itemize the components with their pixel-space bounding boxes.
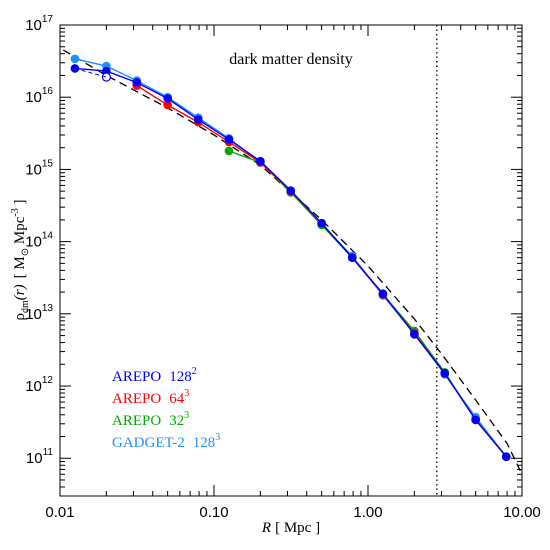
data-point (224, 135, 234, 144)
axis-ticks (59, 25, 522, 497)
data-point (471, 415, 480, 425)
data-point (224, 146, 234, 156)
data-point (286, 186, 296, 195)
y-tick-label: 1016 (25, 86, 53, 106)
data-point (347, 253, 357, 262)
y-tick-labels: 1011 1012 1013 1014 1015 1016 1017 (25, 14, 53, 467)
data-point (70, 54, 80, 64)
data-point (163, 100, 172, 110)
x-tick-label: 1.00 (353, 504, 382, 521)
x-axis-label: R[ Mpc ] (261, 520, 320, 536)
y-tick-label: 1012 (25, 375, 53, 395)
reference-curve-dashed (62, 49, 523, 475)
data-point (70, 64, 80, 73)
y-axis-sub: dm (20, 300, 31, 313)
x-axis-var: R (261, 520, 271, 536)
data-point (193, 115, 203, 124)
legend-entry: AREPO 323 (112, 410, 189, 429)
y-axis-sun: ⊙ (20, 248, 31, 256)
data-point (163, 94, 172, 103)
plot-frame (59, 24, 523, 497)
y-tick-label: 1014 (25, 231, 53, 251)
y-axis-exp: -3 (10, 208, 21, 216)
x-axis-unit: [ Mpc ] (275, 520, 320, 536)
y-axis-close: ] (12, 200, 28, 209)
data-point (132, 78, 142, 87)
y-axis-label: ρdm(r) [ M⊙ Mpc-3 ] (10, 200, 31, 321)
y-axis-arg: (r) (12, 284, 28, 300)
y-tick-label: 1013 (25, 303, 53, 323)
series-2 (224, 146, 511, 462)
reference-curve-layer (62, 49, 523, 475)
x-tick-label: 10.00 (503, 504, 541, 521)
y-tick-label: 1015 (25, 158, 53, 178)
svg-text:ρdm(r)[ M⊙ Mpc-3 ]: ρdm(r) [ M⊙ Mpc-3 ] (10, 200, 31, 321)
data-point (256, 156, 265, 166)
chart-title: dark matter density (229, 51, 353, 68)
x-tick-label: 0.01 (45, 504, 74, 521)
series-line (136, 84, 507, 458)
legend-entry: AREPO 643 (112, 388, 189, 407)
y-axis-rho: ρ (12, 313, 28, 321)
series-1 (132, 81, 511, 462)
y-tick-label: 1011 (26, 447, 54, 467)
series-0 (70, 64, 511, 462)
data-point (378, 289, 388, 299)
data-point (501, 452, 511, 462)
y-axis-mid: Mpc (12, 216, 28, 248)
series-layer (70, 54, 511, 462)
data-point (317, 218, 326, 228)
data-point (440, 369, 450, 378)
legend-entry: AREPO 1282 (112, 366, 197, 385)
y-tick-label: 1017 (25, 14, 53, 34)
open-point-connector (74, 67, 107, 78)
legend: AREPO 1282 AREPO 643 AREPO 323 GADGET-2 1283 (112, 366, 220, 451)
data-point (410, 330, 419, 339)
y-axis-open: [ M (12, 256, 28, 278)
x-tick-labels: 0.01 0.10 1.00 10.00 (45, 504, 540, 521)
series-line (228, 150, 507, 458)
open-data-point (101, 72, 111, 82)
legend-entry: GADGET-2 1283 (112, 432, 220, 451)
x-tick-label: 0.10 (199, 504, 228, 521)
